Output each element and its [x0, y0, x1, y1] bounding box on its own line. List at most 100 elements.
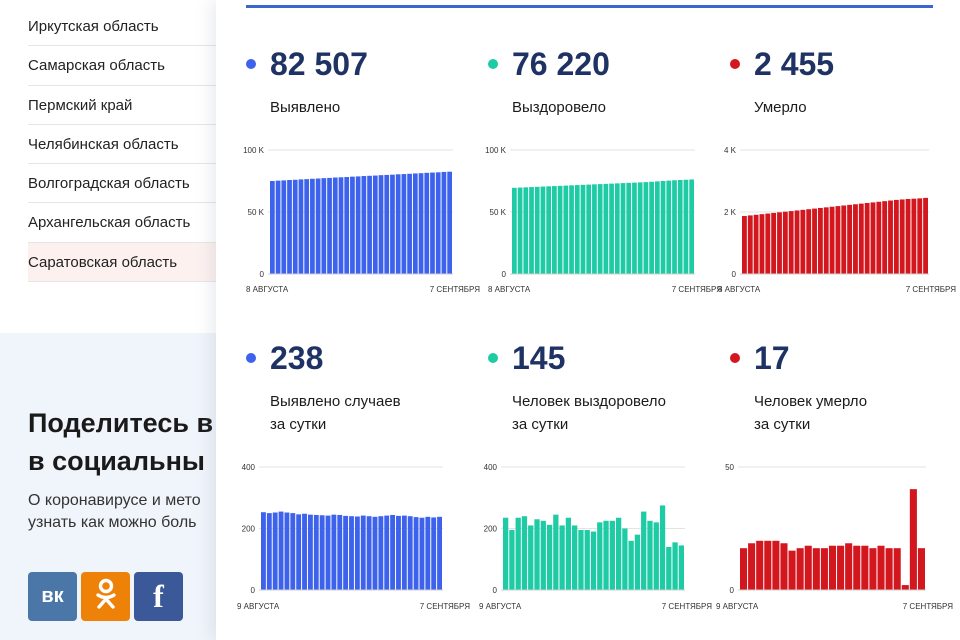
bar	[917, 548, 925, 590]
bar	[837, 545, 845, 590]
series-dot	[730, 353, 740, 363]
bar	[419, 517, 425, 590]
bar	[292, 179, 298, 274]
y-tick-label: 0	[260, 270, 265, 279]
bar	[788, 211, 794, 274]
bar	[647, 520, 653, 590]
region-item[interactable]: Самарская область	[28, 46, 216, 86]
bar	[270, 181, 275, 274]
region-item[interactable]: Пермский край	[28, 86, 216, 125]
bar	[683, 179, 689, 274]
panel-accent-line	[246, 5, 933, 8]
bar	[509, 530, 515, 590]
bar	[580, 184, 586, 274]
bar	[764, 540, 772, 590]
bar	[572, 525, 578, 590]
bar-chart: 400 200 0 9 АВГУСТА 7 СЕНТЯБРЯ	[237, 463, 470, 611]
bar	[899, 199, 905, 274]
bar	[534, 186, 540, 274]
bar	[772, 540, 780, 590]
bar	[563, 185, 569, 274]
bar	[338, 177, 344, 274]
bar-chart: 100 K 50 K 0 8 АВГУСТА 7 СЕНТЯБРЯ	[243, 146, 480, 294]
bar	[877, 545, 885, 590]
bar	[401, 174, 407, 274]
region-item[interactable]: Волгоградская область	[28, 164, 216, 204]
bar	[643, 182, 649, 274]
bar	[888, 200, 893, 274]
bar	[515, 517, 521, 590]
bar	[841, 205, 847, 274]
facebook-share-button[interactable]: f	[134, 572, 183, 621]
bar	[332, 177, 338, 274]
bar	[597, 522, 603, 590]
bar	[864, 203, 870, 274]
region-item[interactable]: Челябинская область	[28, 125, 216, 165]
chart-daily-cases: 400 200 0 9 АВГУСТА 7 СЕНТЯБРЯ	[236, 458, 470, 614]
region-item[interactable]: Архангельская область	[28, 203, 216, 243]
bar	[287, 180, 292, 274]
bar	[396, 515, 401, 590]
y-tick-label: 0	[502, 270, 507, 279]
share-description: О коронавирусе и мето узнать как можно б…	[28, 490, 201, 534]
bar	[641, 511, 647, 590]
bar	[634, 534, 641, 590]
y-tick-label: 4 K	[724, 146, 737, 155]
bar	[565, 517, 572, 590]
bar	[905, 198, 911, 274]
bar	[372, 175, 378, 274]
bar	[337, 514, 343, 590]
bar	[901, 585, 909, 590]
stat-value: 2 455	[754, 46, 835, 82]
vk-share-button[interactable]: вк	[28, 572, 77, 621]
bar	[313, 514, 319, 590]
stat-label: за сутки	[754, 416, 811, 433]
share-text-line: О коронавирусе и мето	[28, 492, 201, 509]
bar	[431, 517, 437, 590]
bar	[812, 208, 817, 274]
bar	[321, 178, 327, 274]
x-end-label: 7 СЕНТЯБРЯ	[420, 602, 470, 611]
bar	[780, 543, 788, 590]
bar	[756, 540, 764, 590]
bar	[278, 511, 284, 590]
bar	[861, 545, 869, 590]
region-item[interactable]: Иркутская область	[28, 7, 216, 47]
bar	[425, 516, 431, 590]
bar	[677, 180, 683, 274]
bar	[666, 180, 672, 274]
bar	[395, 174, 401, 274]
bar	[407, 516, 413, 590]
y-tick-label: 50 K	[490, 208, 507, 217]
bar	[597, 184, 603, 274]
bar	[552, 186, 557, 274]
bar	[759, 214, 765, 274]
stat-label: за сутки	[270, 416, 327, 433]
region-item-selected[interactable]: Саратовская область	[28, 242, 216, 283]
bar	[343, 515, 349, 590]
bar	[366, 516, 372, 590]
bar	[435, 172, 441, 274]
bar	[578, 530, 584, 590]
bar	[413, 517, 419, 590]
bar	[384, 174, 390, 274]
bar	[540, 186, 546, 274]
bar	[628, 540, 634, 590]
series-dot	[488, 59, 498, 69]
bar	[307, 514, 313, 590]
bar	[418, 173, 424, 274]
bar	[319, 515, 325, 590]
bar	[574, 185, 580, 274]
bar	[503, 517, 509, 590]
bar	[917, 198, 923, 274]
chart-daily-recovered: 400 200 0 9 АВГУСТА 7 СЕНТЯБРЯ	[478, 458, 712, 614]
x-end-label: 7 СЕНТЯБРЯ	[903, 602, 953, 611]
ok-share-button[interactable]	[81, 572, 130, 621]
bar	[666, 546, 672, 590]
bar	[788, 550, 796, 590]
stat-label: Человек выздоровело	[512, 393, 666, 410]
bar	[847, 204, 853, 274]
bar	[529, 187, 534, 274]
stat-value: 76 220	[512, 46, 610, 82]
chart-total-cases: 100 K 50 K 0 8 АВГУСТА 7 СЕНТЯБРЯ	[236, 140, 480, 300]
